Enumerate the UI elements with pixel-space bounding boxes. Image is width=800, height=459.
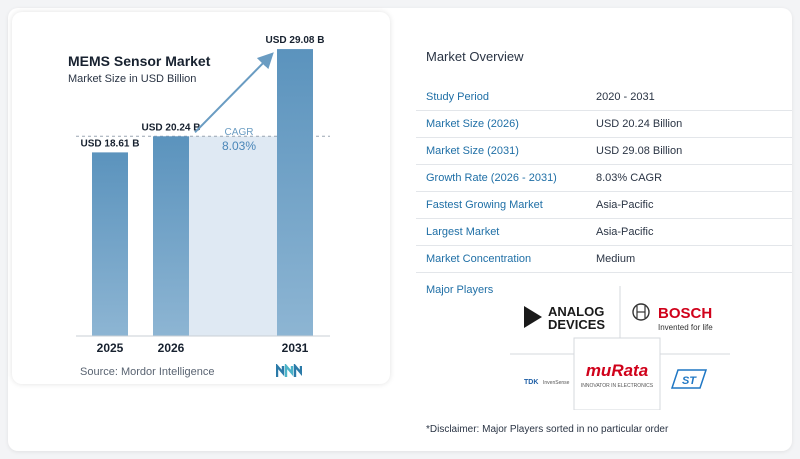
- murata-tagline: INNOVATOR IN ELECTRONICS: [581, 383, 654, 389]
- category-label-2026: 2026: [158, 341, 185, 355]
- overview-row: Market Size (2031) USD 29.08 Billion: [416, 138, 792, 165]
- overview-row: Fastest Growing Market Asia-Pacific: [416, 192, 792, 219]
- murata-name: muRata: [586, 361, 648, 380]
- source-note: Source: Mordor Intelligence: [80, 366, 215, 378]
- analog-devices-line2: DEVICES: [548, 317, 605, 332]
- mordor-logo-icon: [276, 364, 302, 377]
- major-players-logos: ANALOG DEVICES BOSCH Invented for life m…: [510, 286, 730, 410]
- overview-value: 8.03% CAGR: [596, 172, 663, 184]
- category-label-2025: 2025: [97, 341, 124, 355]
- cagr-label: CAGR: [225, 127, 254, 138]
- bosch-name: BOSCH: [658, 305, 712, 322]
- tdk-name: TDK: [524, 379, 538, 386]
- overview-value: Asia-Pacific: [596, 226, 654, 238]
- disclaimer: *Disclaimer: Major Players sorted in no …: [426, 424, 669, 435]
- value-label-2026: USD 20.24 B: [142, 122, 201, 133]
- overview-value: Asia-Pacific: [596, 199, 654, 211]
- overview-label: Market Size (2026): [426, 118, 519, 130]
- overview-value: 2020 - 2031: [596, 91, 655, 103]
- analog-devices-logo-icon: [524, 306, 542, 328]
- logo-cell-murata: [573, 337, 661, 410]
- bar-2031: [277, 49, 313, 336]
- chart-title: MEMS Sensor Market: [68, 53, 211, 69]
- bosch-armature-icon: [632, 303, 650, 321]
- analog-devices-line1: ANALOG: [548, 304, 604, 319]
- bar-2025: [92, 152, 128, 336]
- overview-row: Market Concentration Medium: [416, 246, 792, 273]
- overview-value: USD 20.24 Billion: [596, 118, 683, 130]
- overview-row: Largest Market Asia-Pacific: [416, 219, 792, 246]
- st-logo-icon: [670, 369, 708, 389]
- major-players-title: Major Players: [426, 284, 494, 296]
- cagr-value: 8.03%: [222, 139, 256, 153]
- bosch-tagline: Invented for life: [658, 323, 713, 332]
- value-label-2025: USD 18.61 B: [81, 138, 140, 149]
- category-label-2031: 2031: [282, 341, 309, 355]
- bar-chart: USD 18.61 B 2025 USD 20.24 B 2026 USD 29.08 …: [76, 35, 330, 355]
- overview-label: Market Concentration: [426, 253, 532, 265]
- overview-value: USD 29.08 Billion: [596, 145, 683, 157]
- st-name: ST: [682, 375, 697, 387]
- overview-row: Growth Rate (2026 - 2031) 8.03% CAGR: [416, 165, 792, 192]
- overview-label: Study Period: [426, 91, 489, 103]
- growth-shade: [189, 136, 277, 336]
- overview-value: Medium: [596, 253, 636, 265]
- tdk-tagline: InvenSense: [543, 380, 570, 386]
- overview-label: Growth Rate (2026 - 2031): [426, 172, 557, 184]
- overview-title: Market Overview: [426, 49, 524, 64]
- overview-label: Market Size (2031): [426, 145, 519, 157]
- overview-row: Market Size (2026) USD 20.24 Billion: [416, 111, 792, 138]
- value-label-2031: USD 29.08 B: [266, 35, 325, 46]
- overview-label: Fastest Growing Market: [426, 199, 543, 211]
- overview-table: Study Period 2020 - 2031 Market Size (202…: [416, 84, 792, 273]
- bar-2026: [153, 136, 189, 336]
- overview-label: Largest Market: [426, 226, 500, 238]
- chart-subtitle: Market Size in USD Billion: [68, 73, 197, 85]
- overview-row: Study Period 2020 - 2031: [416, 84, 792, 111]
- cagr-arrow: [194, 52, 274, 134]
